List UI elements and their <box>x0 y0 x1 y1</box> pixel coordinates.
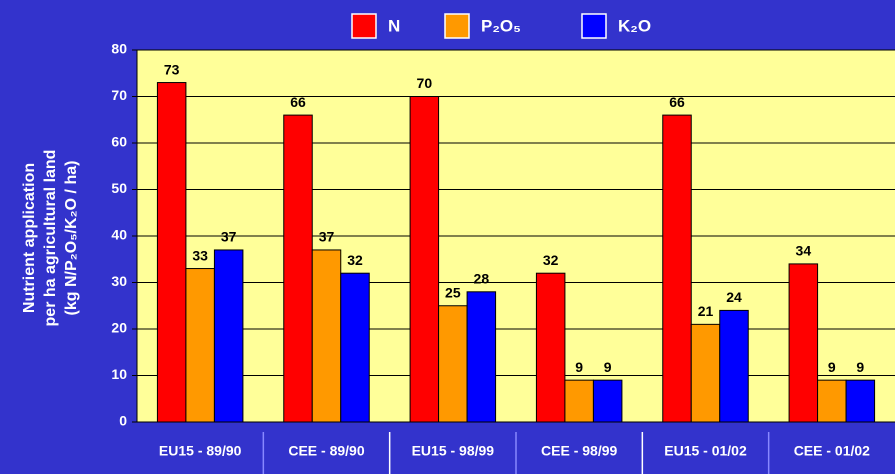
data-label: 73 <box>164 61 180 77</box>
data-label: 24 <box>726 289 742 305</box>
y-tick-label: 40 <box>111 227 127 243</box>
legend-label: K₂O <box>618 16 651 35</box>
y-tick-label: 0 <box>119 413 127 429</box>
x-tick-label: CEE - 89/90 <box>288 443 364 459</box>
data-label: 70 <box>417 75 433 91</box>
y-tick-label: 80 <box>111 41 127 57</box>
data-label: 32 <box>347 252 363 268</box>
data-label: 9 <box>828 359 836 375</box>
y-axis-label: per ha agricultural land <box>42 150 59 327</box>
bar <box>185 268 215 423</box>
bar <box>788 263 819 423</box>
x-tick-label: CEE - 01/02 <box>794 443 870 459</box>
data-label: 66 <box>669 94 685 110</box>
bar <box>817 379 847 423</box>
y-tick-label: 30 <box>111 273 127 289</box>
bar <box>283 114 313 423</box>
data-label: 32 <box>543 252 559 268</box>
bar <box>535 272 566 423</box>
bar <box>409 96 440 423</box>
data-label: 66 <box>290 94 306 110</box>
data-label: 28 <box>474 271 490 287</box>
data-label: 37 <box>319 229 335 245</box>
bar <box>156 82 187 423</box>
bar <box>438 305 468 423</box>
bar <box>466 291 497 423</box>
data-label: 9 <box>856 359 864 375</box>
bar <box>213 249 244 423</box>
y-tick-label: 70 <box>111 87 127 103</box>
data-label: 25 <box>445 284 461 300</box>
legend-label: N <box>388 16 400 35</box>
bar <box>845 379 876 423</box>
legend-label: P₂O₅ <box>481 16 521 35</box>
legend-swatch <box>581 13 607 39</box>
bar <box>662 114 692 423</box>
data-label: 9 <box>604 359 612 375</box>
bar <box>719 309 749 423</box>
y-axis-label: (kg N/P₂O₅/K₂O / ha) <box>63 161 80 316</box>
bar <box>340 272 370 423</box>
bar <box>592 379 623 423</box>
x-tick-label: EU15 - 98/99 <box>412 443 495 459</box>
bar <box>690 323 721 423</box>
x-tick-label: EU15 - 01/02 <box>664 443 747 459</box>
y-tick-label: 20 <box>111 320 127 336</box>
legend-swatch <box>351 13 377 39</box>
data-label: 34 <box>796 243 812 259</box>
y-tick-label: 50 <box>111 180 127 196</box>
x-tick-label: CEE - 98/99 <box>541 443 617 459</box>
data-label: 33 <box>192 247 208 263</box>
legend-swatch <box>444 13 470 39</box>
data-label: 21 <box>698 303 714 319</box>
bar <box>564 379 594 423</box>
y-tick-label: 60 <box>111 134 127 150</box>
y-axis-label: Nutrient application <box>21 163 38 313</box>
data-label: 37 <box>221 229 237 245</box>
x-tick-label: EU15 - 89/90 <box>159 443 242 459</box>
bar <box>311 249 342 423</box>
data-label: 9 <box>575 359 583 375</box>
y-tick-label: 10 <box>111 366 127 382</box>
